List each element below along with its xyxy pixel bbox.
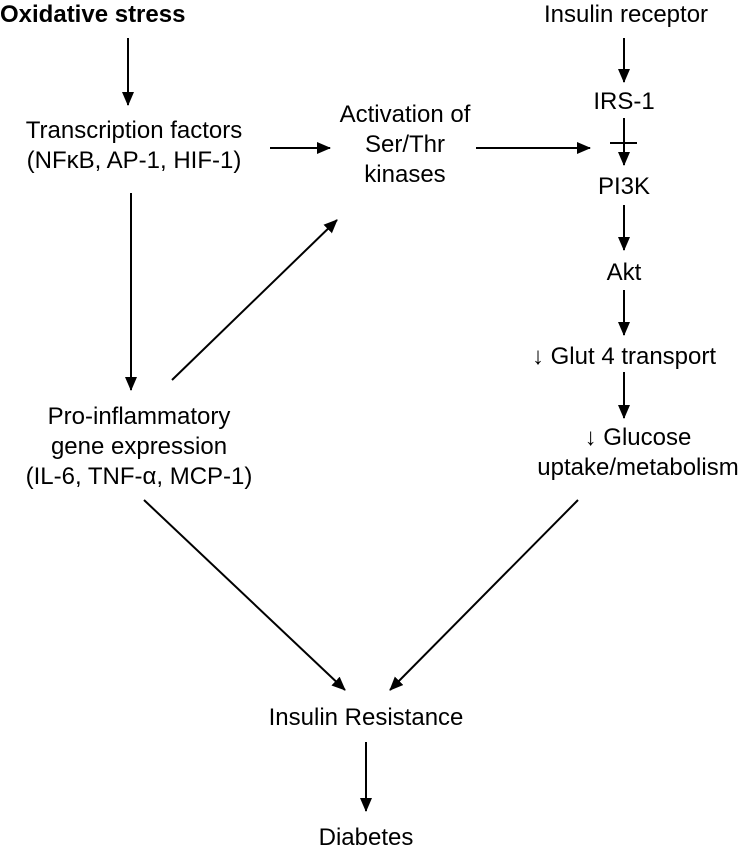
node-label-line2: uptake/metabolism (537, 454, 739, 481)
node-label-line2: Ser/Thr (364, 131, 446, 158)
node-label: Insulin receptor (543, 1, 709, 28)
node-glut4-transport: ↓ Glut 4 transport (532, 342, 716, 372)
node-label-line1: Activation of (339, 101, 471, 128)
node-diabetes: Diabetes (319, 823, 414, 853)
node-proinflammatory: Pro-inflammatory gene expression (IL-6, … (26, 402, 253, 492)
node-glucose-uptake: ↓ Glucose uptake/metabolism (537, 423, 738, 483)
node-label: Oxidative stress (0, 1, 186, 28)
node-insulin-resistance: Insulin Resistance (269, 703, 464, 733)
node-oxidative-stress: Oxidative stress (0, 0, 185, 30)
node-label-line2: (NFκB, AP-1, HIF-1) (26, 147, 242, 174)
node-label: Akt (606, 259, 642, 286)
node-activation-kinases: Activation of Ser/Thr kinases (340, 100, 471, 190)
node-label: PI3K (597, 173, 651, 200)
node-label: Insulin Resistance (268, 704, 464, 731)
arrow-glucose-to-resistance (389, 499, 579, 691)
node-label: Diabetes (318, 824, 414, 851)
node-label-line3: kinases (364, 161, 446, 188)
arrow-proinflammatory-to-kinases (171, 219, 338, 381)
node-label: IRS-1 (593, 88, 655, 115)
node-label: ↓ Glut 4 transport (531, 343, 717, 370)
node-label-line3: (IL-6, TNF-α, MCP-1) (25, 463, 253, 490)
node-akt: Akt (607, 258, 642, 288)
arrow-proinflammatory-to-resistance (143, 499, 346, 691)
node-transcription-factors: Transcription factors (NFκB, AP-1, HIF-1… (26, 116, 243, 176)
node-irs1: IRS-1 (593, 87, 654, 117)
node-pi3k: PI3K (598, 172, 650, 202)
node-label-line1: Pro-inflammatory (47, 403, 231, 430)
node-label-line1: ↓ Glucose (584, 424, 692, 451)
node-label-line1: Transcription factors (25, 117, 243, 144)
node-label-line2: gene expression (50, 433, 228, 460)
node-insulin-receptor: Insulin receptor (544, 0, 708, 30)
